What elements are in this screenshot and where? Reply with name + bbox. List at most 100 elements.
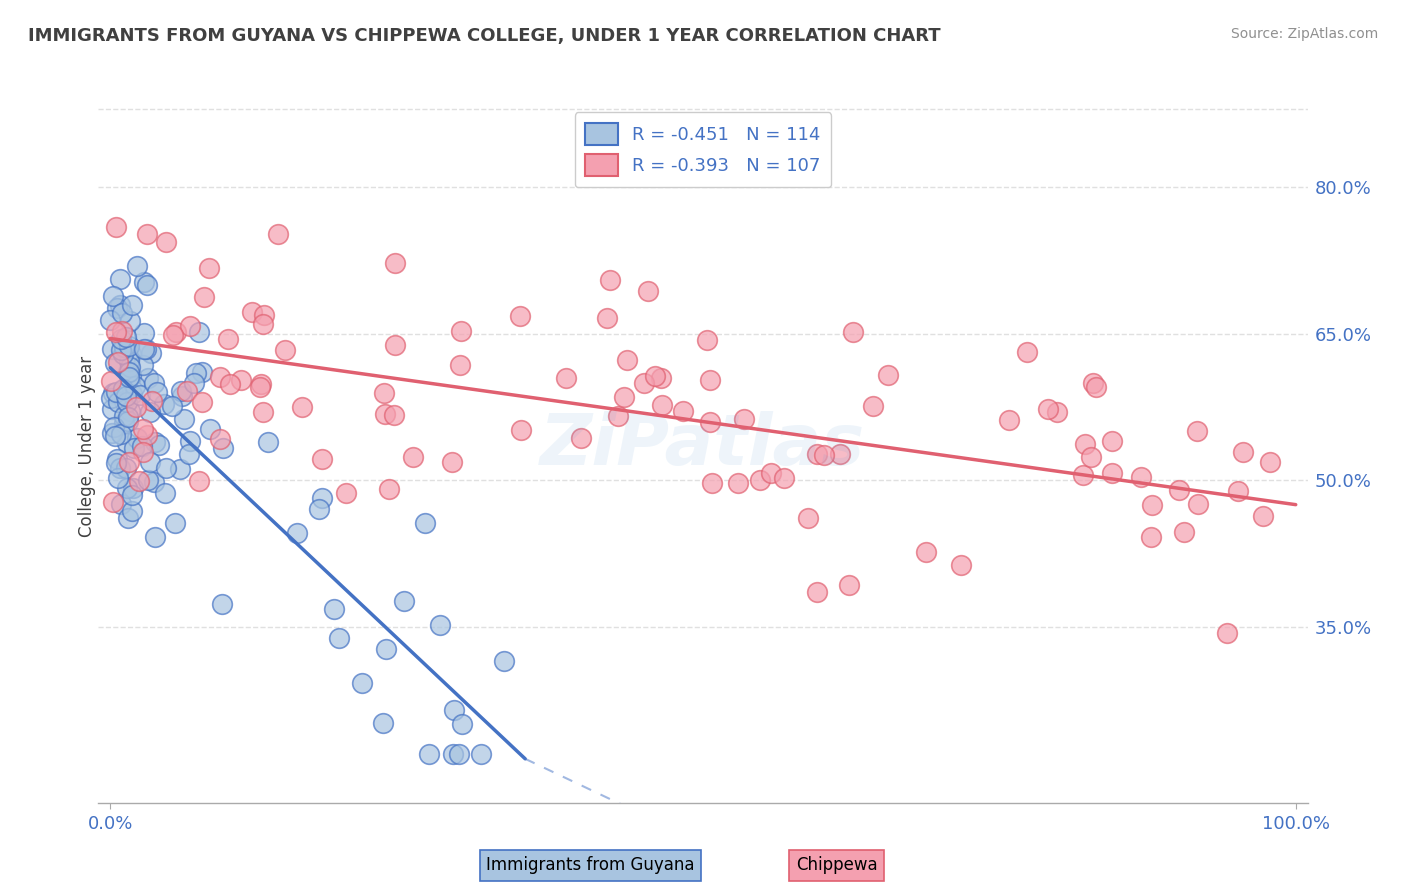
Point xyxy=(101,342,124,356)
Point xyxy=(103,495,125,509)
Point xyxy=(1232,444,1254,458)
Point xyxy=(143,376,166,390)
Point xyxy=(118,365,141,379)
Point xyxy=(257,435,280,450)
Point xyxy=(696,334,718,348)
Point xyxy=(217,333,239,347)
Point xyxy=(111,324,134,338)
Point xyxy=(1080,450,1102,465)
Point xyxy=(124,378,146,392)
Point xyxy=(862,399,884,413)
Point xyxy=(114,393,136,408)
Point xyxy=(1142,499,1164,513)
Point xyxy=(374,407,396,421)
Point xyxy=(188,325,211,339)
Point xyxy=(637,284,659,298)
Point xyxy=(252,317,274,331)
Point xyxy=(169,462,191,476)
Point xyxy=(100,391,122,405)
Point xyxy=(132,445,155,459)
Point xyxy=(352,676,374,690)
Point xyxy=(170,384,193,399)
Point xyxy=(165,325,187,339)
Point xyxy=(373,385,395,400)
Point xyxy=(211,597,233,611)
Point xyxy=(173,411,195,425)
Point xyxy=(121,488,143,502)
Point xyxy=(633,376,655,391)
Point xyxy=(101,386,124,401)
Point xyxy=(162,328,184,343)
Point xyxy=(105,325,128,339)
Point xyxy=(1187,497,1209,511)
Point xyxy=(249,376,271,391)
Point xyxy=(121,504,143,518)
Point xyxy=(135,227,157,241)
Point xyxy=(761,466,783,480)
Point xyxy=(104,457,127,471)
Point xyxy=(1185,424,1208,438)
Point xyxy=(112,416,135,430)
Point xyxy=(136,473,159,487)
Point xyxy=(128,475,150,489)
Point xyxy=(107,355,129,369)
Point xyxy=(136,428,159,442)
Point xyxy=(699,415,721,429)
Point xyxy=(118,339,141,353)
Point xyxy=(105,301,128,316)
Point xyxy=(727,476,749,491)
Point xyxy=(841,325,863,339)
Point xyxy=(118,314,141,328)
Point xyxy=(115,330,138,344)
Point xyxy=(155,461,177,475)
Point xyxy=(112,347,135,361)
Text: ZiPatlas: ZiPatlas xyxy=(540,411,866,481)
Text: IMMIGRANTS FROM GUYANA VS CHIPPEWA COLLEGE, UNDER 1 YEAR CORRELATION CHART: IMMIGRANTS FROM GUYANA VS CHIPPEWA COLLE… xyxy=(28,27,941,45)
Point xyxy=(773,470,796,484)
Point xyxy=(155,235,177,249)
Point xyxy=(285,526,308,541)
Point xyxy=(117,370,139,384)
Point xyxy=(179,434,201,448)
Point xyxy=(101,289,124,303)
Point xyxy=(183,376,205,390)
Point xyxy=(141,346,163,360)
Point xyxy=(104,429,127,443)
Point xyxy=(377,482,399,496)
Point xyxy=(153,485,176,500)
Point xyxy=(122,441,145,455)
Point xyxy=(311,491,333,505)
Text: Immigrants from Guyana: Immigrants from Guyana xyxy=(486,856,695,874)
Point xyxy=(132,422,155,436)
Point xyxy=(1216,626,1239,640)
Point xyxy=(141,393,163,408)
Point xyxy=(132,358,155,372)
Point xyxy=(447,747,470,761)
Point xyxy=(599,273,621,287)
Point xyxy=(138,371,160,385)
Point xyxy=(429,617,451,632)
Point xyxy=(131,439,153,453)
Point xyxy=(1046,405,1069,419)
Point xyxy=(105,385,128,400)
Point xyxy=(267,227,290,241)
Point xyxy=(392,594,415,608)
Point xyxy=(876,368,898,382)
Point xyxy=(108,272,131,286)
Point xyxy=(699,373,721,387)
Point xyxy=(733,412,755,426)
Point xyxy=(607,409,630,424)
Point xyxy=(127,431,149,445)
Y-axis label: College, Under 1 year: College, Under 1 year xyxy=(79,355,96,537)
Point xyxy=(120,369,142,384)
Point xyxy=(120,360,142,375)
Point xyxy=(219,376,242,391)
Point xyxy=(103,420,125,434)
Point xyxy=(115,460,138,475)
Point xyxy=(1071,468,1094,483)
Point xyxy=(450,716,472,731)
Text: Chippewa: Chippewa xyxy=(796,856,877,874)
Point xyxy=(644,368,666,383)
Point xyxy=(1258,455,1281,469)
Point xyxy=(1173,524,1195,539)
